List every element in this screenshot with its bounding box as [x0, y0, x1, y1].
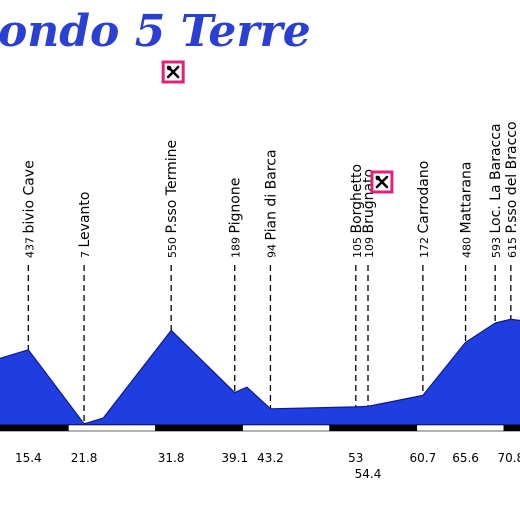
km-labels: 15.4 21.8 31.8 39.1 43.2 53 54.4 60.7 65.6 70.8 [15, 451, 520, 481]
waypoint-name: Mattarana [459, 161, 475, 233]
fork-knife-icon [370, 170, 394, 194]
spoon-head [375, 175, 381, 181]
waypoint-name: Loc. La Baracca [488, 123, 504, 233]
km-label: 54.4 [355, 467, 382, 481]
waypoint-name: Carrodano [416, 161, 432, 234]
scale-bar-segment [503, 424, 520, 432]
waypoint-label: 480 Mattarana [459, 161, 475, 258]
waypoint-name: Pignone [228, 178, 244, 234]
waypoint-labels: 437 bivio Cave 7 Levanto 550 P.sso Termine… [21, 121, 520, 258]
waypoint-altitude: 550 [166, 234, 179, 259]
waypoint-altitude: 109 [363, 234, 376, 259]
scale-bar-segment [416, 424, 505, 432]
waypoint-label: 189 Pignone [228, 178, 244, 258]
km-label: 60.7 [410, 451, 437, 465]
km-label: 43.2 [257, 451, 284, 465]
waypoint-altitude: 615 [506, 234, 519, 259]
km-label: 39.1 [221, 451, 248, 465]
distance-scale-bar [0, 424, 520, 432]
waypoint-name: Borghetto [349, 164, 365, 234]
waypoint-label: 615 P.sso del Bracco [504, 121, 520, 258]
scale-bar-segment [242, 424, 330, 432]
fork-knife-icon [161, 60, 185, 84]
waypoint-altitude: 94 [265, 241, 278, 259]
km-label: 15.4 [15, 451, 42, 465]
waypoint-name: Levanto [77, 192, 93, 248]
waypoint-altitude: 480 [461, 234, 474, 259]
waypoint-name: P.sso Termine [164, 140, 180, 234]
waypoint-altitude: 437 [23, 234, 36, 259]
waypoint-altitude: 189 [230, 233, 243, 258]
waypoint-name: Pian di Barca [263, 149, 279, 240]
scale-bar-segment [155, 424, 243, 432]
km-label: 21.8 [71, 451, 98, 465]
waypoint-name: P.sso del Bracco [504, 121, 520, 233]
waypoint-altitude: 105 [351, 234, 364, 259]
chart-title: ...ondo 5 Terre [0, 6, 311, 57]
waypoint-label: 550 P.sso Termine [164, 140, 180, 258]
waypoint-label: 593 Loc. La Baracca [488, 123, 504, 258]
waypoint-label: 172 Carrodano [416, 161, 432, 258]
scale-bar-segment [0, 424, 69, 432]
km-label: 31.8 [158, 451, 185, 465]
elevation-area [0, 318, 520, 426]
fork-stroke [375, 175, 389, 189]
waypoint-altitude: 172 [418, 234, 431, 259]
km-label: 65.6 [452, 451, 479, 465]
spoon-head [166, 65, 172, 71]
fork-stroke [166, 65, 180, 79]
scale-bar-segment [329, 424, 418, 432]
waypoint-label: 7 Levanto [77, 192, 93, 258]
waypoint-label: 94 Pian di Barca [263, 149, 279, 258]
waypoint-label: 437 bivio Cave [21, 160, 37, 258]
km-label: 70.8 [497, 451, 520, 465]
scale-bar-segment [68, 424, 156, 432]
food-stop-icons [161, 60, 394, 194]
km-label: 53 [348, 451, 363, 465]
waypoint-altitude: 593 [490, 234, 503, 258]
waypoint-label: 105 Borghetto [349, 164, 365, 258]
waypoint-name: bivio Cave [21, 160, 37, 233]
waypoint-altitude: 7 [79, 248, 92, 259]
